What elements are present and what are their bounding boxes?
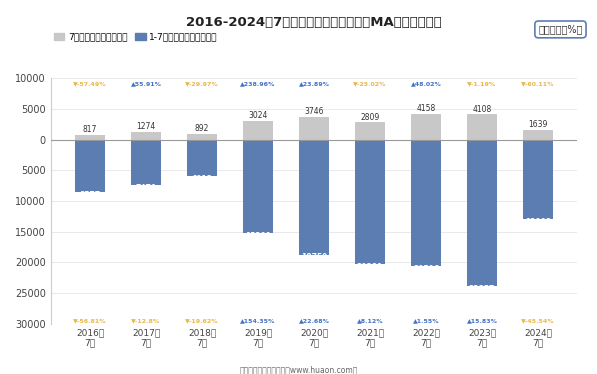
Legend: 7月期货成交量（万手）, 1-7月期货成交量（万手）: 7月期货成交量（万手）, 1-7月期货成交量（万手） [50,29,221,45]
Text: ▲15.83%: ▲15.83% [466,319,497,324]
Text: ▲48.02%: ▲48.02% [411,81,442,86]
Text: ▼-1.19%: ▼-1.19% [467,81,497,86]
Text: 制图：华经产业研究院（www.huaon.com）: 制图：华经产业研究院（www.huaon.com） [239,365,358,374]
Text: ▲1.55%: ▲1.55% [413,319,439,324]
Text: ▼-56.81%: ▼-56.81% [73,319,107,324]
Text: ▲238.96%: ▲238.96% [241,81,276,86]
Text: 2809: 2809 [361,113,380,122]
Bar [298,117,330,140]
Text: ▲8.12%: ▲8.12% [357,319,383,324]
Text: ▲23.89%: ▲23.89% [298,81,330,86]
Text: 3746: 3746 [304,107,324,116]
Text: 15291: 15291 [245,232,271,241]
Bar [131,132,161,140]
Text: 1639: 1639 [528,120,547,129]
Text: ▲154.35%: ▲154.35% [241,319,276,324]
Bar [411,114,441,140]
Bar [131,140,161,186]
Text: 20281: 20281 [357,263,383,272]
Text: 6012: 6012 [192,175,213,184]
Text: 23857: 23857 [469,285,496,294]
Bar [467,114,497,140]
Bar [75,140,106,192]
Text: ▼-12.8%: ▼-12.8% [131,319,161,324]
Text: ▲22.68%: ▲22.68% [298,319,330,324]
Bar [355,122,386,140]
Bar [242,121,273,140]
Bar [522,130,553,140]
Text: 3024: 3024 [248,111,267,120]
Text: 892: 892 [195,124,210,133]
Text: 20596: 20596 [413,265,439,274]
Text: 4108: 4108 [472,105,492,114]
Bar [187,140,217,177]
Bar [75,135,106,140]
Text: ▼-57.49%: ▼-57.49% [73,81,107,86]
Bar [522,140,553,219]
Text: 7479: 7479 [136,184,156,193]
Text: 1274: 1274 [137,122,156,131]
Title: 2016-2024年7月郑州商品交易所甲醇（MA）期货成交量: 2016-2024年7月郑州商品交易所甲醇（MA）期货成交量 [186,16,442,28]
Text: ▼-19.62%: ▼-19.62% [185,319,219,324]
Bar [467,140,497,286]
Text: 8577: 8577 [79,191,101,200]
Text: 18759: 18759 [301,254,327,263]
Text: ▼-45.54%: ▼-45.54% [521,319,555,324]
Text: 12993: 12993 [525,218,551,227]
Bar [242,140,273,233]
Text: 同比增速（%）: 同比增速（%） [538,24,583,34]
Bar [298,140,330,255]
Text: ▼-25.02%: ▼-25.02% [353,81,387,86]
Text: ▼-60.11%: ▼-60.11% [521,81,555,86]
Bar [411,140,441,266]
Text: 817: 817 [83,125,97,134]
Bar [187,134,217,140]
Bar [355,140,386,264]
Text: ▲55.91%: ▲55.91% [131,81,162,86]
Text: ▼-29.97%: ▼-29.97% [185,81,219,86]
Text: 4158: 4158 [417,104,436,113]
